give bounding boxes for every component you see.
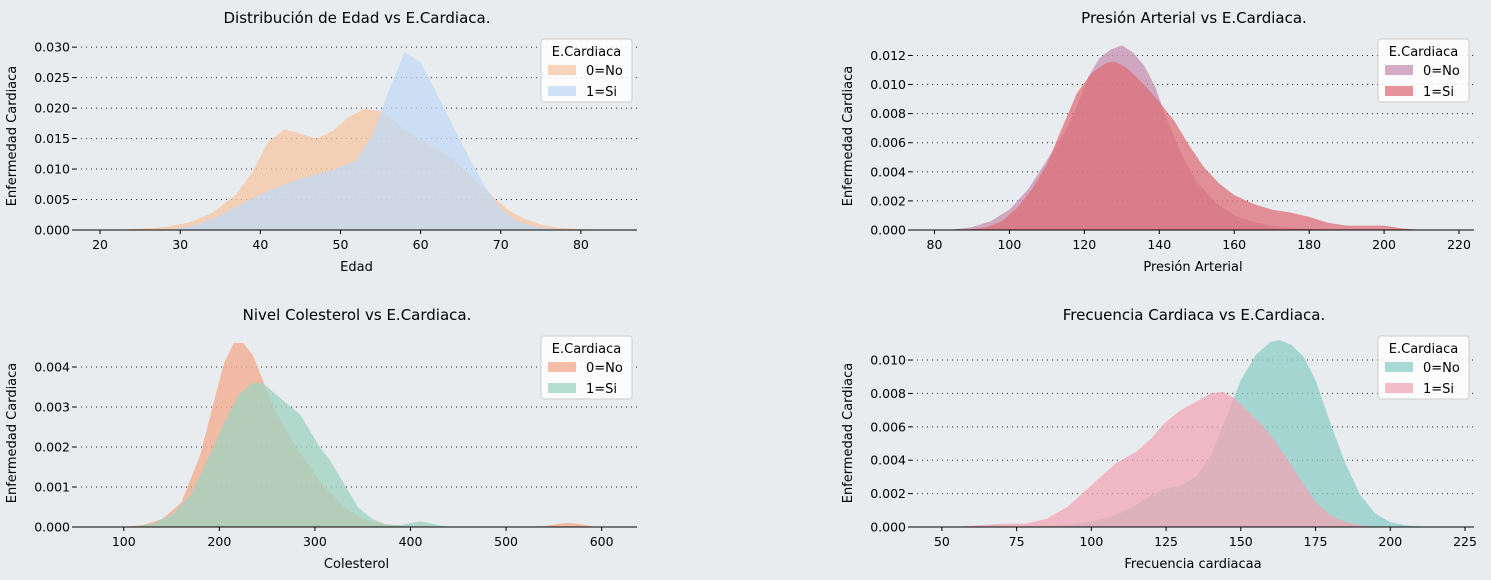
x-tick-label: 30 <box>172 237 188 252</box>
x-tick-label: 75 <box>1009 534 1025 549</box>
x-tick-label: 40 <box>252 237 268 252</box>
legend-label: 0=No <box>586 64 623 79</box>
legend-label: 1=Si <box>586 382 617 397</box>
x-tick-label: 80 <box>927 237 943 252</box>
legend-swatch <box>1385 383 1413 393</box>
x-tick-label: 225 <box>1453 534 1477 549</box>
legend-swatch <box>548 383 576 393</box>
legend-label: 0=No <box>1423 64 1460 79</box>
y-tick-label: 0.000 <box>870 223 906 238</box>
legend-title: E.Cardiaca <box>1389 45 1458 60</box>
y-tick-label: 0.030 <box>34 40 70 55</box>
y-tick-label: 0.002 <box>870 193 906 208</box>
density-area-2 <box>164 52 581 230</box>
y-tick-label: 0.006 <box>870 419 906 434</box>
y-tick-label: 0.005 <box>34 192 70 207</box>
x-tick-label: 150 <box>1229 534 1253 549</box>
x-tick-label: 100 <box>997 237 1021 252</box>
legend-label: 0=No <box>586 361 623 376</box>
legend: E.Cardiaca 0=No 1=Si <box>1377 38 1470 103</box>
y-tick-label: 0.004 <box>870 453 906 468</box>
y-tick-label: 0.008 <box>870 106 906 121</box>
x-tick-label: 200 <box>207 534 231 549</box>
x-tick-label: 60 <box>413 237 429 252</box>
x-tick-label: 100 <box>112 534 136 549</box>
x-tick-label: 300 <box>303 534 327 549</box>
density-area-2 <box>956 391 1376 527</box>
y-axis-label: Enfermedad Cardiaca <box>5 66 20 207</box>
y-tick-label: 0.010 <box>34 162 70 177</box>
y-tick-label: 0.020 <box>34 101 70 116</box>
x-tick-label: 120 <box>1072 237 1096 252</box>
chart-title: Presión Arterial vs E.Cardiaca. <box>1081 9 1307 27</box>
density-area-2 <box>133 383 454 527</box>
chart-title: Distribución de Edad vs E.Cardiaca. <box>223 9 490 27</box>
legend-label: 1=Si <box>1423 382 1454 397</box>
y-tick-label: 0.000 <box>34 223 70 238</box>
y-tick-label: 0.015 <box>34 131 70 146</box>
legend-label: 0=No <box>1423 361 1460 376</box>
legend-swatch <box>1385 86 1413 96</box>
legend-title: E.Cardiaca <box>552 342 621 357</box>
chart-title: Nivel Colesterol vs E.Cardiaca. <box>243 306 472 324</box>
x-tick-label: 175 <box>1304 534 1328 549</box>
x-tick-label: 500 <box>494 534 518 549</box>
legend: E.Cardiaca 0=No 1=Si <box>1377 335 1470 400</box>
legend-swatch <box>1385 65 1413 75</box>
legend: E.Cardiaca 0=No 1=Si <box>540 335 633 400</box>
density-area-2 <box>964 61 1422 230</box>
y-tick-label: 0.001 <box>34 480 70 495</box>
y-tick-label: 0.010 <box>870 353 906 368</box>
y-tick-label: 0.008 <box>870 386 906 401</box>
x-axis-label: Presión Arterial <box>1143 260 1242 275</box>
x-axis-label: Frecuencia cardiacaa <box>1124 557 1261 572</box>
y-tick-label: 0.012 <box>870 48 906 63</box>
x-tick-label: 20 <box>92 237 108 252</box>
legend: E.Cardiaca 0=No 1=Si <box>540 38 633 103</box>
x-tick-label: 200 <box>1378 534 1402 549</box>
y-tick-label: 0.004 <box>870 164 906 179</box>
x-tick-label: 50 <box>934 534 950 549</box>
y-tick-label: 0.003 <box>34 400 70 415</box>
x-tick-label: 400 <box>399 534 423 549</box>
x-axis-label: Colesterol <box>324 557 389 572</box>
legend-swatch <box>548 65 576 75</box>
x-tick-label: 125 <box>1154 534 1178 549</box>
x-tick-label: 140 <box>1147 237 1171 252</box>
y-tick-label: 0.025 <box>34 70 70 85</box>
x-tick-label: 220 <box>1447 237 1471 252</box>
legend-swatch <box>548 86 576 96</box>
y-tick-label: 0.002 <box>34 440 70 455</box>
y-tick-label: 0.010 <box>870 77 906 92</box>
chart-panel-4: 50 75 100 125 150 175 200 225 0.000 0.002 0.004 0.0… <box>841 306 1477 572</box>
y-axis-label: Enfermedad Cardiaca <box>841 363 856 504</box>
legend-swatch <box>1385 362 1413 372</box>
chart-title: Frecuencia Cardiaca vs E.Cardiaca. <box>1063 306 1326 324</box>
legend-label: 1=Si <box>1423 85 1454 100</box>
x-tick-label: 600 <box>590 534 614 549</box>
x-tick-label: 160 <box>1222 237 1246 252</box>
chart-panel-1: 20 30 40 50 60 70 80 0.000 0.005 0.010 0.015 0.020 0… <box>5 9 637 275</box>
legend-title: E.Cardiaca <box>552 45 621 60</box>
x-tick-label: 80 <box>573 237 589 252</box>
y-tick-label: 0.000 <box>870 520 906 535</box>
x-tick-label: 70 <box>493 237 509 252</box>
y-axis-label: Enfermedad Cardiaca <box>841 66 856 207</box>
x-tick-label: 50 <box>333 237 349 252</box>
x-axis-label: Edad <box>340 260 373 275</box>
x-tick-label: 180 <box>1297 237 1321 252</box>
chart-panel-2: 80 100 120 140 160 180 200 220 0.000 0.002 0.004 0.… <box>841 9 1474 275</box>
y-tick-label: 0.002 <box>870 486 906 501</box>
legend-swatch <box>548 362 576 372</box>
x-tick-label: 100 <box>1079 534 1103 549</box>
y-axis-label: Enfermedad Cardiaca <box>5 363 20 504</box>
legend-label: 1=Si <box>586 85 617 100</box>
x-tick-label: 200 <box>1372 237 1396 252</box>
y-tick-label: 0.006 <box>870 135 906 150</box>
legend-title: E.Cardiaca <box>1389 342 1458 357</box>
chart-panel-3: 100 200 300 400 500 600 0.000 0.001 0.002 0.003 0.… <box>5 306 637 572</box>
y-tick-label: 0.000 <box>34 520 70 535</box>
y-tick-label: 0.004 <box>34 360 70 375</box>
